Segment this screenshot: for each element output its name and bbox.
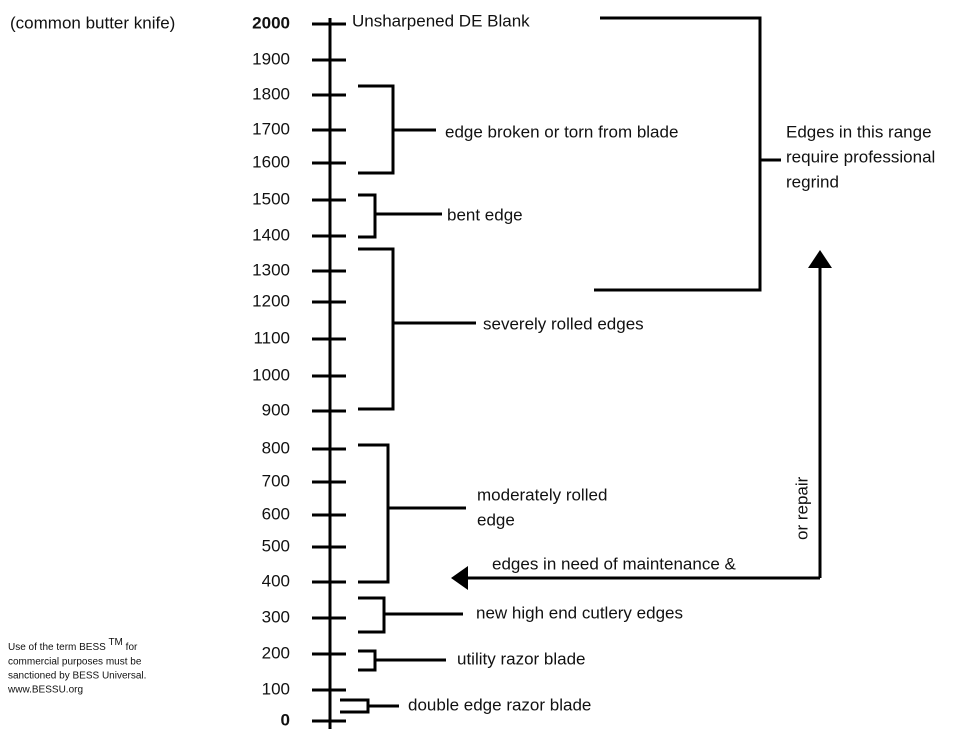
footer-note: sanctioned by BESS Universal.: [8, 671, 146, 682]
bracket-label: new high end cutlery edges: [476, 603, 683, 622]
tick-label: 1900: [252, 49, 290, 68]
tick-label: 1200: [252, 291, 290, 310]
footer-note: commercial purposes must be: [8, 657, 142, 668]
bracket: [358, 247, 395, 411]
tick-label: 0: [281, 710, 290, 729]
bracket-label: severely rolled edges: [483, 314, 644, 333]
tick-label: 1800: [252, 84, 290, 103]
tick-label: 1600: [252, 152, 290, 171]
range-bracket: [594, 16, 762, 292]
bracket: [358, 84, 395, 175]
tick-label: 1500: [252, 189, 290, 208]
arrow-head: [808, 250, 832, 268]
footer-note: www.BESSU.org: [7, 685, 83, 696]
tick-label: 500: [262, 536, 290, 555]
bracket: [358, 443, 390, 584]
tick-label: 600: [262, 504, 290, 523]
bracket-label: utility razor blade: [457, 649, 586, 668]
range-note: regrind: [786, 172, 839, 191]
range-note: Edges in this range: [786, 122, 932, 141]
tick-label: 1400: [252, 225, 290, 244]
arrow-note-vertical: or repair: [792, 476, 811, 540]
bracket: [358, 649, 377, 672]
bracket-label: edge: [477, 510, 515, 529]
tick-label: 200: [262, 643, 290, 662]
scale-note: (common butter knife): [10, 13, 175, 32]
tick-label: 700: [262, 471, 290, 490]
tick-label: 100: [262, 679, 290, 698]
footer-text: Use of the term BESS: [8, 642, 106, 653]
tick-label: 1000: [252, 365, 290, 384]
arrow-note: edges in need of maintenance &: [492, 554, 737, 573]
tick-label: 900: [262, 400, 290, 419]
footer-text: for: [126, 642, 138, 653]
tick-label: 1100: [253, 328, 290, 347]
tick-label: 1300: [252, 260, 290, 279]
tick-label: 400: [262, 571, 290, 590]
bracket: [358, 193, 377, 239]
top-label: Unsharpened DE Blank: [352, 11, 530, 30]
tick-label: 300: [262, 607, 290, 626]
bracket: [340, 698, 370, 714]
arrow-head: [451, 566, 468, 590]
bracket-label: edge broken or torn from blade: [445, 122, 678, 141]
bracket-label: bent edge: [447, 205, 523, 224]
tick-label: 1700: [252, 119, 290, 138]
footer-note: Use of the term BESS TM for: [8, 637, 138, 653]
footer-superscript: TM: [108, 637, 122, 648]
bracket-label: double edge razor blade: [408, 695, 591, 714]
tick-label: 2000: [252, 13, 290, 32]
range-note: require professional: [786, 147, 935, 166]
tick-label: 800: [262, 438, 290, 457]
bracket: [358, 596, 386, 634]
bracket-label: moderately rolled: [477, 485, 607, 504]
